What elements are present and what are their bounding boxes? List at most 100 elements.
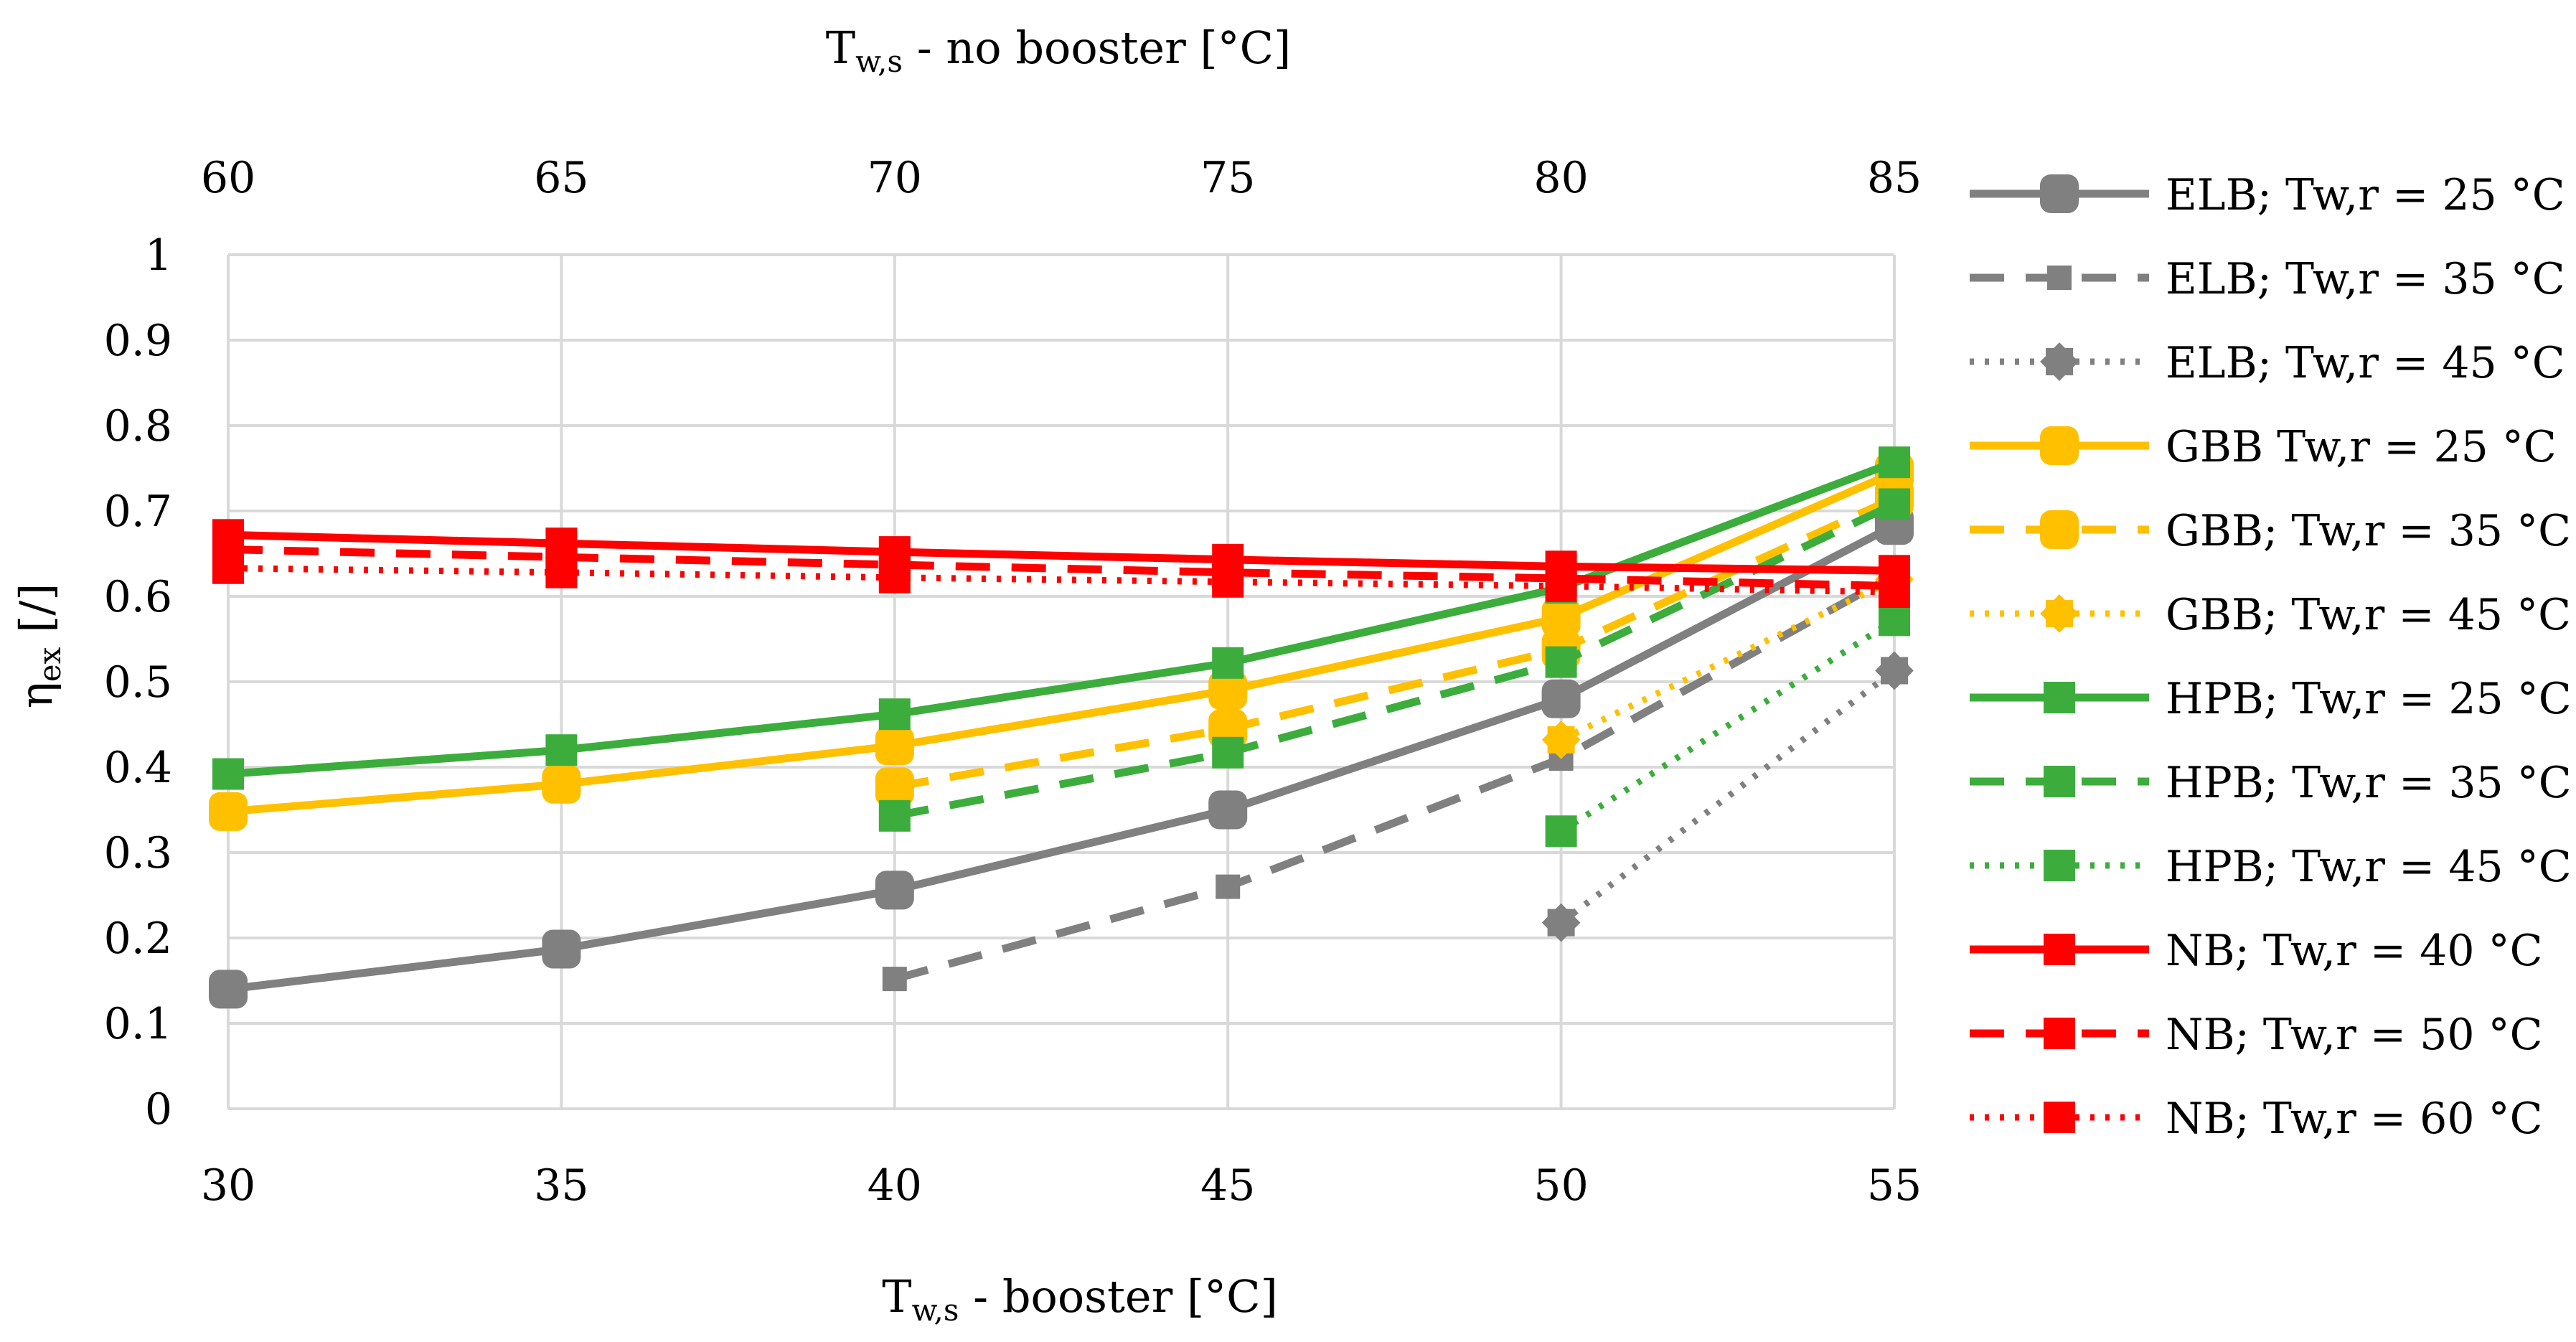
data-point-marker [875,767,914,807]
legend-label: NB; Tw,r = 40 °C [2166,926,2543,976]
legend-item: HPB; Tw,r = 45 °C [1970,842,2572,892]
data-point [1208,670,1248,710]
series-line [227,459,1896,778]
x-top-axis-title-sub: w,s [855,44,903,79]
series-line [227,565,1895,596]
tick-labels: 0 0.1 0.2 0.3 0.4 0.5 0.6 0.7 0.8 0.9 1 30 35 40 45 50 5… [104,153,1922,1211]
y-axis-title-sub: ex [32,647,67,682]
data-point [2044,934,2075,965]
legend-item: NB; Tw,r = 60 °C [1970,1094,2543,1144]
x-top-tick-label: 75 [1200,153,1255,203]
data-point-marker [2040,426,2079,465]
y-tick-label: 0.6 [104,572,172,622]
data-point [878,698,911,731]
data-point [2047,266,2072,290]
legend-item: GBB Tw,r = 25 °C [1970,422,2557,472]
data-point-marker [1541,598,1581,637]
series-line [227,469,1896,816]
data-point [1879,488,1910,520]
data-point-marker [1879,488,1910,520]
series-8 [1545,604,1910,848]
data-point-marker [1212,566,1244,598]
data-point [875,767,914,807]
data-point-marker [875,726,914,766]
data-point [875,871,914,910]
y-axis-title-main: η [10,682,62,708]
data-point [882,967,907,992]
data-point-marker [1879,446,1910,479]
legend-label: ELB; Tw,r = 35 °C [2166,254,2565,304]
y-tick-label: 0.2 [104,914,172,964]
series-line [893,494,1896,791]
data-point [212,552,244,584]
data-point-marker [212,758,244,790]
series-2 [1541,651,1914,942]
legend-item: ELB; Tw,r = 25 °C [1970,170,2565,220]
x-top-axis-title-rest: - no booster [°C] [903,22,1291,74]
legend-label: GBB Tw,r = 25 °C [2166,422,2557,472]
data-point-marker [542,929,581,969]
legend-label: HPB; Tw,r = 35 °C [2166,758,2572,808]
data-point-marker [1212,736,1244,769]
x-top-axis-title-main: T [826,22,855,74]
y-axis-title-rest: [/] [10,583,62,647]
data-point [1212,736,1244,769]
series-line [893,500,1896,820]
x-bottom-tick-label: 55 [1867,1160,1922,1211]
data-point-marker [2047,266,2072,290]
x-top-tick-label: 85 [1867,153,1922,203]
x-top-tick-label: 70 [868,153,922,203]
data-point-marker [1545,570,1577,602]
series-line [1559,576,1896,743]
data-point-marker [878,561,911,593]
y-tick-label: 0.8 [104,401,172,451]
data-point [1541,598,1581,637]
y-tick-label: 0.9 [104,316,172,366]
series-line [227,522,1896,993]
data-point-marker [542,764,581,804]
data-point-marker [1208,670,1248,710]
data-point-marker [545,734,578,766]
series-7 [878,488,1910,832]
data-point [1541,721,1581,759]
y-tick-label: 0.5 [104,657,172,708]
x-bottom-tick-label: 45 [1200,1160,1255,1211]
series-0 [209,506,1914,1009]
legend-label: HPB; Tw,r = 45 °C [2166,842,2572,892]
legend-item: HPB; Tw,r = 35 °C [1970,758,2572,808]
data-point-marker [2044,934,2075,965]
data-point [2040,594,2079,633]
data-point-marker [882,967,907,992]
data-point [875,726,914,766]
data-point [1879,604,1910,637]
data-point [2044,1018,2075,1049]
y-axis-title: ηex [/] [10,583,67,709]
x-bottom-axis-title-main: T [882,1270,911,1323]
data-point [2044,766,2075,797]
legend-item: GBB; Tw,r = 45 °C [1970,590,2571,640]
series-line [893,571,1896,983]
y-tick-label: 1 [145,230,172,281]
data-point [2044,682,2075,713]
y-tick-label: 0.4 [104,743,172,793]
x-bottom-tick-label: 50 [1533,1160,1588,1211]
x-bottom-axis-title: Tw,s - booster [°C] [882,1270,1278,1328]
data-point [2040,174,2079,213]
data-point-marker [1879,604,1910,637]
data-point [1545,570,1577,602]
x-bottom-axis-title-sub: w,s [912,1292,959,1328]
data-point [1212,566,1244,598]
data-point [1208,790,1248,830]
data-point [2040,426,2079,465]
data-point [1545,646,1577,678]
grid [227,253,1896,1110]
data-point-marker [2040,174,2079,213]
y-tick-label: 0.3 [104,828,172,878]
data-point [209,970,248,1009]
data-point-marker [875,871,914,910]
data-point-marker [2040,510,2079,549]
x-bottom-tick-label: 40 [868,1160,922,1211]
data-point-marker [1208,790,1248,830]
legend-item: NB; Tw,r = 50 °C [1970,1010,2543,1060]
